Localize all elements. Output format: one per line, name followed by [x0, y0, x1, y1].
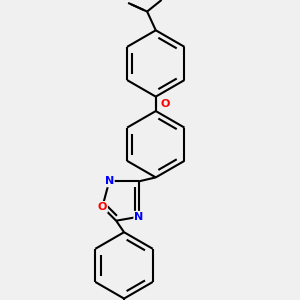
Text: O: O	[98, 202, 107, 212]
Text: O: O	[160, 99, 170, 109]
Text: O: O	[125, 0, 134, 1]
Text: N: N	[134, 212, 143, 222]
Text: N: N	[105, 176, 114, 186]
